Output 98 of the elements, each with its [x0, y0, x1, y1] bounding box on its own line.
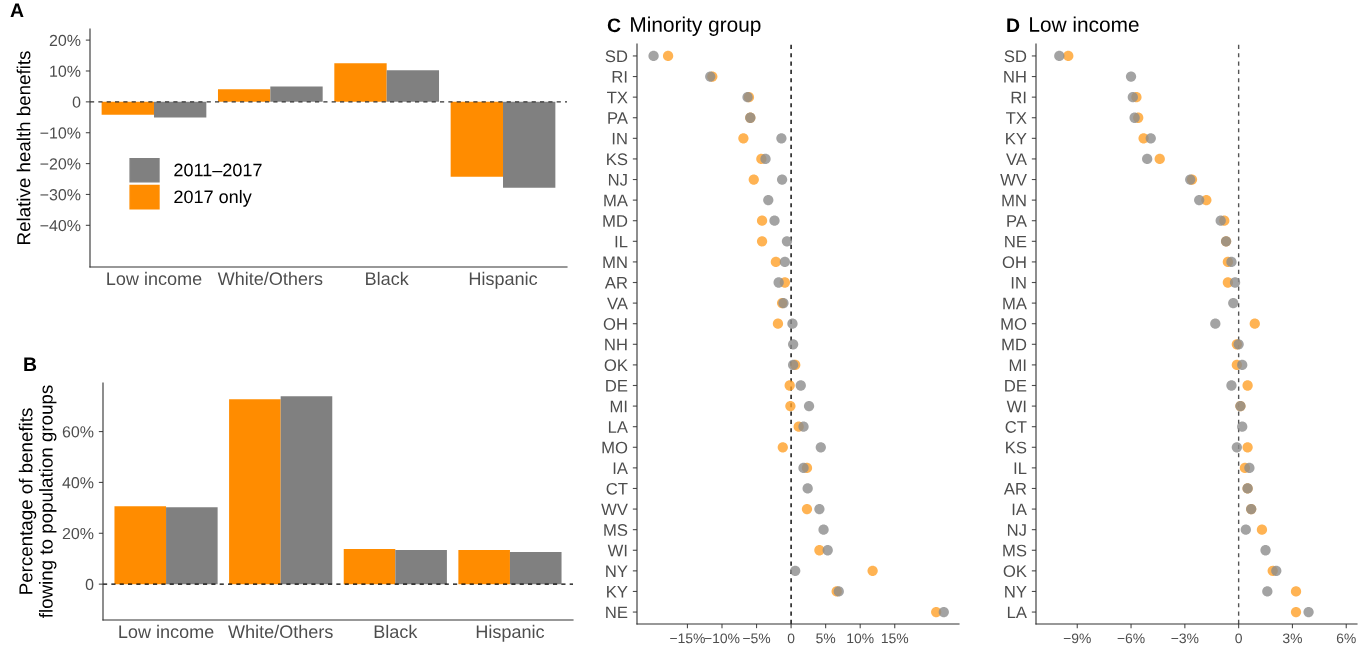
y-tick-label: MN — [1002, 194, 1026, 207]
y-tick-label: TX — [1006, 112, 1027, 124]
y-tick-label: −30% — [40, 189, 81, 201]
y-tick-label: IL — [1014, 462, 1027, 474]
y-tick-label: IA — [1012, 503, 1027, 516]
y-tick-label: −20% — [40, 158, 81, 170]
chart-subtitle: Low income — [1030, 16, 1139, 32]
chart-title: A — [10, 3, 24, 17]
y-tick-label: WV — [1000, 174, 1027, 186]
y-tick-label: MS — [604, 524, 628, 536]
y-tick-label: NE — [606, 606, 628, 619]
chart-subtitle: Minority group — [631, 16, 761, 36]
y-tick-label: WI — [1006, 400, 1026, 413]
x-tick-label: White/Others — [217, 271, 323, 286]
y-tick-label: NJ — [1007, 524, 1026, 536]
y-tick-label: NJ — [608, 174, 627, 186]
y-tick-label: MN — [603, 256, 627, 268]
y-tick-label: −10% — [40, 127, 81, 139]
y-tick-label: MS — [1003, 544, 1027, 557]
y-tick-label: DE — [606, 380, 628, 392]
x-tick-label: −3% — [1171, 633, 1199, 644]
y-tick-label: 60% — [62, 426, 94, 438]
y-tick-label: MA — [1003, 297, 1027, 310]
x-tick-label: −15% — [670, 633, 705, 644]
x-tick-label: 3% — [1282, 633, 1302, 644]
y-tick-label: TX — [607, 91, 628, 104]
x-tick-label: 15% — [881, 633, 909, 644]
y-tick-label: KY — [1006, 132, 1027, 145]
y-tick-label: 40% — [62, 477, 94, 489]
y-tick-label: OH — [1002, 256, 1026, 269]
x-tick-label: Hispanic — [469, 271, 538, 289]
x-tick-label: 6% — [1336, 633, 1356, 644]
y-tick-label: SD — [1004, 50, 1027, 63]
y-tick-label: IN — [612, 132, 627, 145]
y-tick-label: MO — [602, 441, 628, 454]
y-tick-label: 20% — [62, 527, 94, 540]
y-tick-label: MD — [1002, 338, 1027, 351]
y-tick-label: PA — [1007, 215, 1027, 227]
x-tick-label: White/Others — [228, 624, 333, 639]
y-tick-label: AR — [604, 277, 628, 289]
y-tick-label: 20% — [49, 34, 81, 47]
y-tick-label: OH — [603, 318, 627, 330]
y-tick-label: RI — [612, 71, 627, 83]
y-tick-label: 10% — [50, 65, 81, 77]
y-tick-label: MI — [610, 400, 627, 413]
y-tick-label: −40% — [40, 219, 81, 232]
y-tick-label: AR — [1003, 483, 1027, 495]
y-tick-label: 0 — [72, 96, 81, 108]
y-tick-label: OK — [604, 359, 628, 372]
chart-title: B — [24, 357, 37, 371]
x-tick-label: 0 — [787, 633, 795, 644]
y-tick-label: WV — [601, 503, 628, 516]
y-tick-label: NY — [1005, 586, 1027, 598]
y-tick-label: MA — [604, 194, 628, 207]
chart-title: D — [1007, 18, 1020, 32]
y-tick-label: WI — [607, 544, 627, 557]
x-tick-label: 5% — [816, 633, 836, 644]
x-tick-label: Black — [366, 271, 409, 286]
x-tick-label: −5% — [743, 633, 771, 644]
y-tick-label: CT — [1005, 421, 1027, 433]
y-tick-label: KS — [607, 153, 628, 166]
y-tick-label: IL — [615, 235, 628, 248]
y-tick-label: IN — [1011, 277, 1026, 289]
y-tick-label: NH — [1004, 71, 1026, 83]
y-tick-label: SD — [605, 50, 628, 63]
y-tick-label: MI — [1009, 359, 1026, 371]
x-tick-label: Low income — [107, 271, 202, 286]
y-tick-label: VA — [1006, 153, 1027, 165]
x-tick-label: Low income — [119, 624, 214, 639]
legend-label: 2011–2017 — [174, 163, 262, 177]
y-tick-label: MO — [1001, 318, 1027, 330]
y-tick-label: 0 — [85, 578, 94, 591]
x-tick-label: −6% — [1117, 633, 1145, 644]
y-tick-label: LA — [608, 421, 628, 433]
x-tick-label: −9% — [1063, 633, 1091, 644]
x-tick-label: 0 — [1235, 633, 1242, 644]
legend-label: 2017 only — [174, 189, 252, 207]
y-tick-label: NE — [1005, 235, 1027, 248]
y-tick-label: KS — [1006, 441, 1027, 454]
y-tick-label: CT — [606, 482, 628, 495]
y-tick-label: VA — [607, 297, 628, 310]
x-tick-label: −10% — [704, 633, 740, 644]
y-tick-label: OK — [1003, 565, 1027, 578]
x-tick-label: 10% — [847, 633, 874, 644]
y-tick-label: LA — [1007, 606, 1027, 619]
y-tick-label: DE — [1005, 380, 1027, 392]
chart-title: C — [607, 18, 621, 33]
y-tick-label: KY — [607, 586, 628, 598]
y-tick-label: MD — [603, 215, 628, 227]
y-tick-label: PA — [608, 112, 628, 124]
x-tick-label: Hispanic — [476, 624, 545, 642]
x-tick-label: Black — [374, 624, 418, 639]
y-tick-label: IA — [613, 462, 628, 474]
y-tick-label: NY — [606, 565, 628, 577]
y-tick-label: RI — [1011, 91, 1026, 104]
y-axis-title: Relative health benefits — [16, 51, 31, 244]
y-axis-title: Percentage of benefits flowing to population groups — [18, 385, 57, 618]
y-tick-label: NH — [605, 338, 627, 351]
